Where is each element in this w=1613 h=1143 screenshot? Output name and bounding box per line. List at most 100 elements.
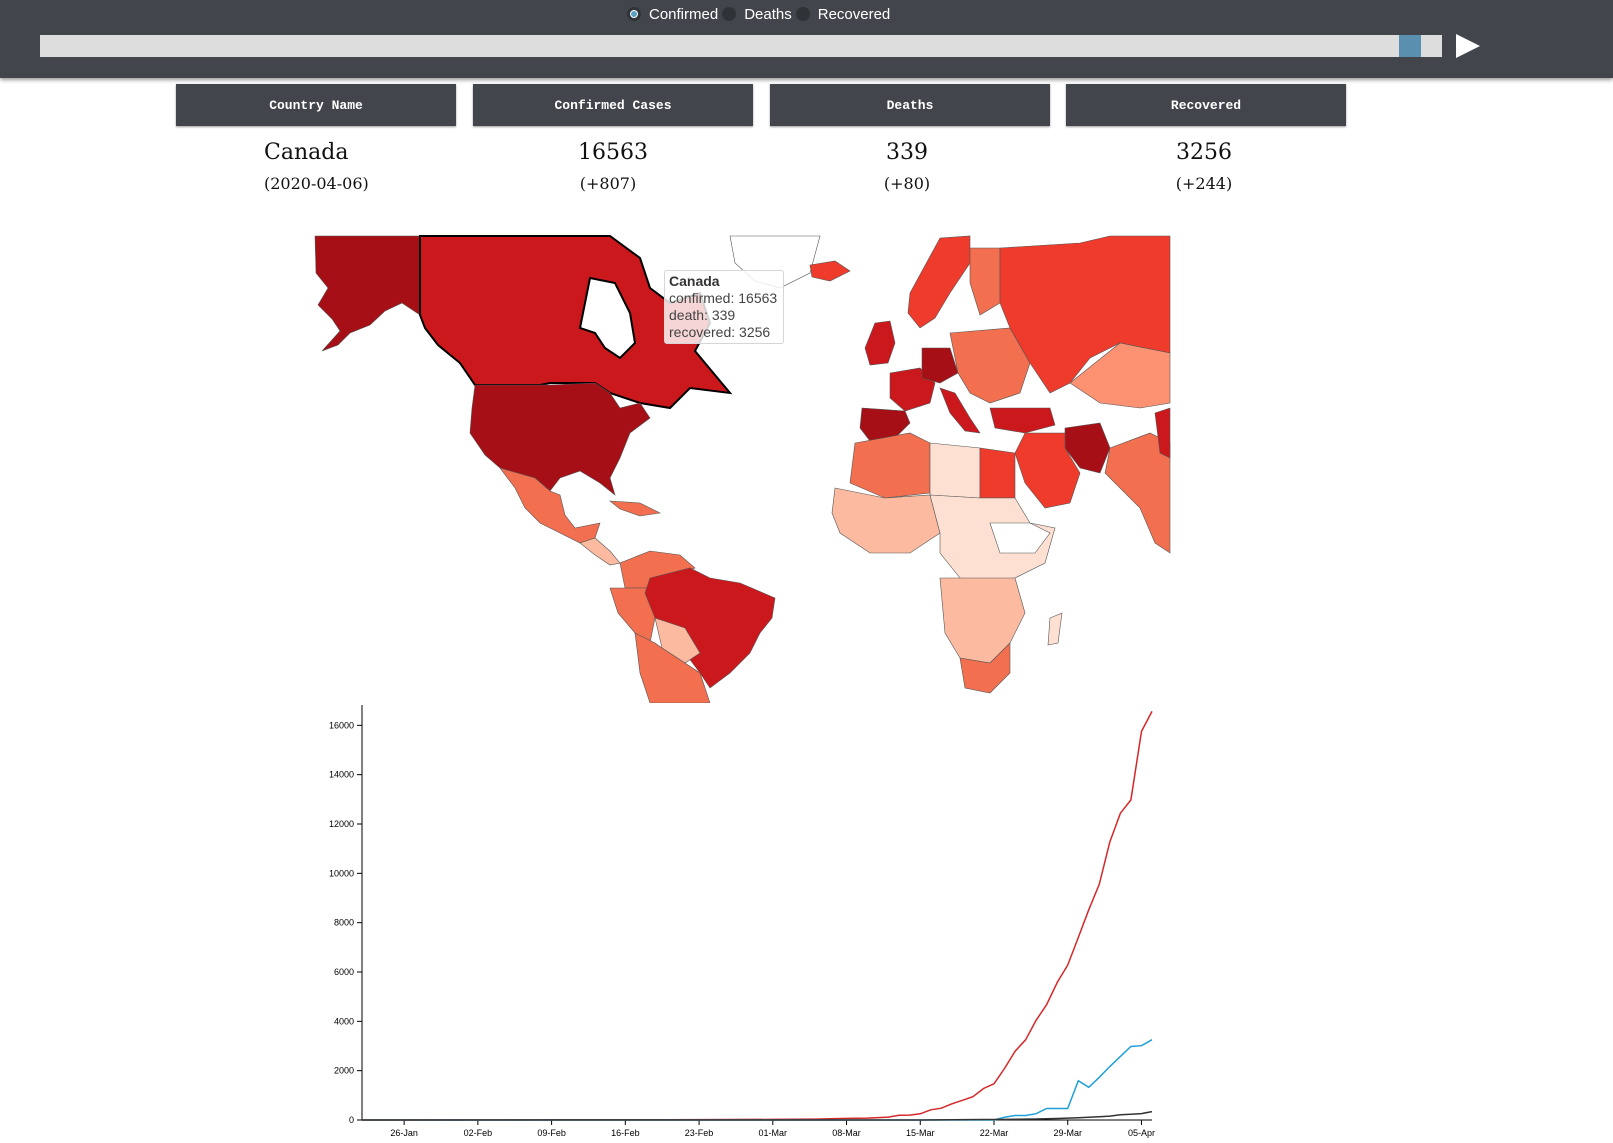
y-tick: 0: [349, 1115, 362, 1125]
radio-confirmed[interactable]: Confirmed: [627, 6, 722, 23]
map-central-america[interactable]: [579, 537, 621, 566]
x-tick: 15-Mar: [906, 1120, 935, 1138]
radio-deaths[interactable]: Deaths: [722, 6, 796, 23]
map-country-bolivia[interactable]: [654, 617, 701, 664]
x-tick-label: 08-Mar: [832, 1128, 861, 1138]
map-central-africa[interactable]: [929, 494, 1056, 584]
map-southern-africa[interactable]: [939, 577, 1026, 664]
radio-label: Recovered: [817, 5, 891, 23]
date-slider-handle[interactable]: [1399, 35, 1422, 57]
map-country-egypt[interactable]: [979, 447, 1016, 499]
x-tick-label: 29-Mar: [1053, 1128, 1082, 1138]
map-country-algeria[interactable]: [849, 432, 931, 499]
map-west-africa[interactable]: [831, 487, 941, 554]
map-country-canada[interactable]: [419, 235, 733, 410]
x-tick-label: 26-Jan: [390, 1128, 418, 1138]
radio-dot[interactable]: [627, 7, 641, 21]
x-tick-label: 01-Mar: [759, 1128, 788, 1138]
country-date: (2020-04-06): [264, 174, 369, 193]
map-country-italy[interactable]: [939, 387, 981, 434]
x-tick: 05-Apr: [1128, 1120, 1155, 1138]
date-slider-track[interactable]: [40, 35, 1442, 57]
radio-dot[interactable]: [795, 7, 810, 21]
y-tick: 12000: [329, 819, 362, 829]
recovered-delta: (+244): [1175, 174, 1233, 193]
x-tick: 26-Jan: [390, 1120, 418, 1138]
x-tick: 02-Feb: [464, 1120, 493, 1138]
y-tick: 6000: [334, 967, 362, 977]
tooltip-death: death: 339: [669, 307, 736, 323]
map-country-india[interactable]: [1104, 432, 1171, 554]
metric-radio-group: Confirmed Deaths Recovered: [627, 4, 894, 24]
world-map[interactable]: [310, 233, 1210, 703]
y-tick-label: 12000: [329, 819, 354, 829]
y-tick: 10000: [329, 868, 362, 878]
map-country-mexico[interactable]: [499, 467, 601, 544]
y-tick-label: 10000: [329, 868, 354, 878]
x-tick-label: 05-Apr: [1128, 1128, 1155, 1138]
tooltip-recovered: recovered: 3256: [669, 324, 771, 340]
header-deaths: Deaths: [770, 84, 1050, 126]
tooltip-country: Canada: [669, 273, 720, 289]
x-tick-label: 23-Feb: [685, 1128, 714, 1138]
control-bar: Confirmed Deaths Recovered: [0, 0, 1613, 78]
confirmed-value: 16563: [578, 140, 648, 165]
radio-dot[interactable]: [722, 7, 737, 21]
radio-label: Deaths: [744, 5, 792, 23]
y-tick: 2000: [334, 1066, 362, 1076]
x-tick: 08-Mar: [832, 1120, 861, 1138]
deaths-delta: (+80): [883, 174, 931, 193]
map-country-ethiopia[interactable]: [989, 522, 1051, 554]
x-tick: 16-Feb: [611, 1120, 640, 1138]
timeseries-chart: 0 2000 4000 6000 8000 10000 12000 14000 16000 26-…: [329, 705, 1155, 1138]
map-country-turkey[interactable]: [989, 407, 1056, 434]
map-country-finland[interactable]: [969, 247, 1001, 316]
recovered-value: 3256: [1176, 140, 1232, 165]
map-hudson-bay: [578, 276, 637, 360]
map-country-china-edge[interactable]: [1154, 407, 1171, 459]
header-recovered: Recovered: [1066, 84, 1346, 126]
map-country-south-africa[interactable]: [959, 642, 1011, 694]
deaths-value: 339: [886, 140, 928, 165]
x-tick-label: 15-Mar: [906, 1128, 935, 1138]
country-name: Canada: [264, 140, 349, 165]
map-country-germany[interactable]: [921, 347, 959, 384]
x-tick: 23-Feb: [685, 1120, 714, 1138]
map-middle-east[interactable]: [1014, 432, 1081, 509]
map-country-usa[interactable]: [469, 382, 651, 496]
y-tick: 4000: [334, 1016, 362, 1026]
map-country-madagascar[interactable]: [1047, 612, 1063, 646]
x-tick: 29-Mar: [1053, 1120, 1082, 1138]
tooltip-confirmed: confirmed: 16563: [669, 290, 778, 306]
series-line-deaths: [362, 1110, 1153, 1121]
y-tick-label: 2000: [334, 1066, 354, 1076]
play-icon[interactable]: [1456, 34, 1480, 58]
confirmed-delta: (+807): [579, 174, 637, 193]
x-tick-label: 22-Mar: [980, 1128, 1009, 1138]
map-country-kazakhstan[interactable]: [1069, 342, 1171, 409]
y-tick-label: 16000: [329, 720, 354, 730]
series-line-confirmed: [362, 711, 1153, 1121]
radio-label: Confirmed: [649, 5, 719, 23]
header-confirmed-cases: Confirmed Cases: [473, 84, 753, 126]
map-country-libya[interactable]: [929, 442, 981, 499]
map-country-argentina[interactable]: [634, 632, 711, 703]
map-country-alaska[interactable]: [314, 235, 421, 352]
x-tick-label: 02-Feb: [464, 1128, 493, 1138]
x-tick: 09-Feb: [537, 1120, 566, 1138]
x-tick: 01-Mar: [759, 1120, 788, 1138]
y-tick-label: 6000: [334, 967, 354, 977]
map-country-russia[interactable]: [999, 235, 1171, 394]
y-tick-label: 8000: [334, 918, 354, 928]
x-tick-label: 09-Feb: [537, 1128, 566, 1138]
map-caribbean[interactable]: [609, 500, 661, 517]
map-country-norway[interactable]: [907, 235, 971, 329]
radio-recovered[interactable]: Recovered: [795, 5, 895, 23]
y-tick-label: 4000: [334, 1016, 354, 1026]
x-tick: 22-Mar: [980, 1120, 1009, 1138]
map-country-iceland[interactable]: [809, 260, 851, 282]
map-tooltip: Canada confirmed: 16563 death: 339 recov…: [664, 270, 784, 344]
y-tick: 8000: [334, 918, 362, 928]
y-tick: 16000: [329, 720, 362, 730]
map-country-uk[interactable]: [864, 320, 896, 366]
